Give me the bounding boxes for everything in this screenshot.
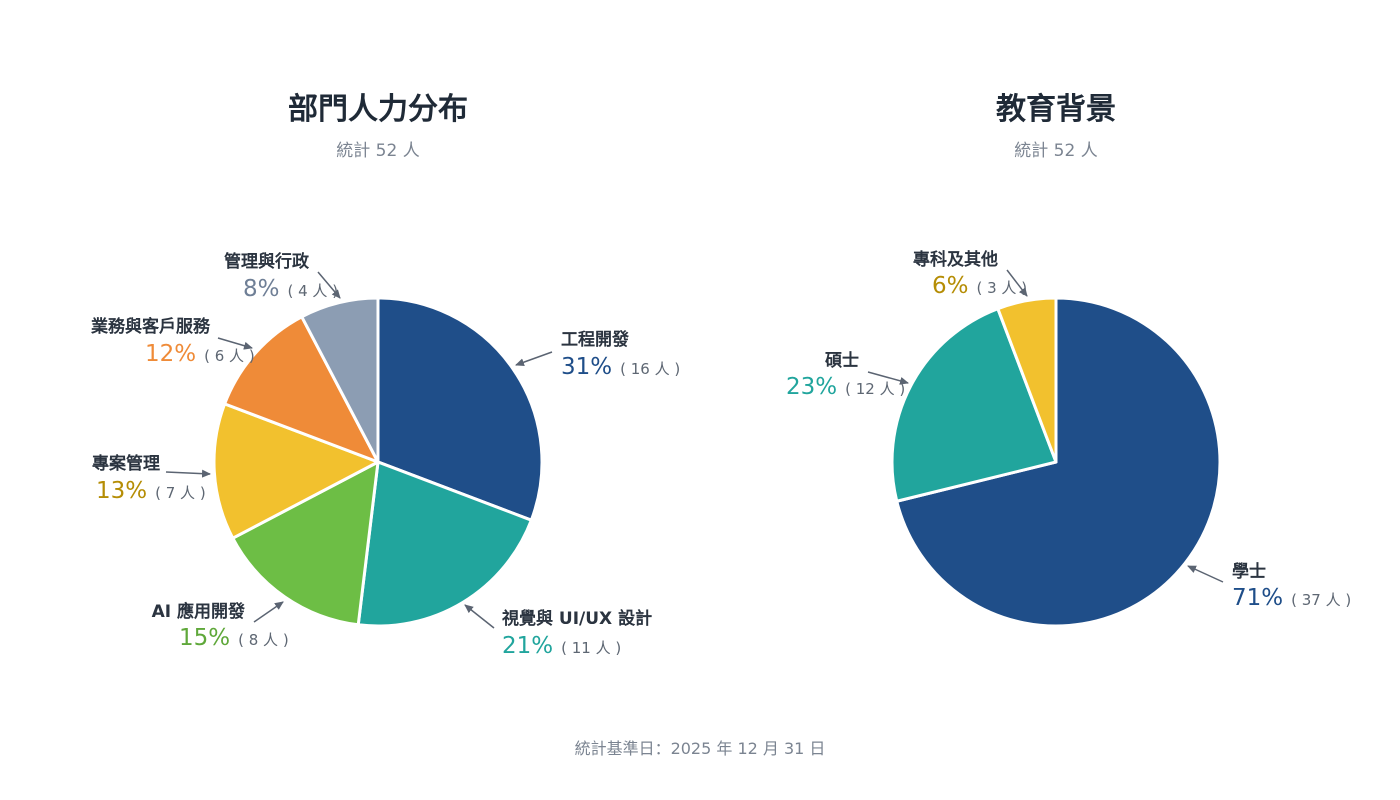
slice-label-0-5: 管理與行政 <box>224 251 310 272</box>
leader-arrow-0-1 <box>464 604 495 629</box>
chart-subtitle-education: 統計 52 人 <box>1014 141 1098 161</box>
slice-label-1-1: 碩士 <box>825 350 859 371</box>
leader-arrow-1-2 <box>1006 269 1028 297</box>
slice-label-0-2: AI 應用開發 <box>152 601 245 622</box>
pie-slice-0-5 <box>300 296 380 464</box>
pie-chart-education: 學士 71% ( 37 人 ) 碩士 23% ( 12 人 ) 專科及其他 6% ( 3 人 ) <box>786 249 1351 628</box>
leader-arrow-0-5 <box>317 271 341 299</box>
slice-label-0-0: 工程開發 <box>561 329 629 350</box>
slice-percent-1-0: 71% <box>1232 585 1283 611</box>
pie-slice-1-2 <box>996 296 1058 464</box>
slice-percent-0-5: 8% <box>243 276 280 302</box>
slice-value-0-4: 12% ( 6 人 ) <box>145 341 255 367</box>
slice-value-1-2: 6% ( 3 人 ) <box>932 273 1027 299</box>
slice-label-0-1: 視覺與 UI/UX 設計 <box>501 608 652 629</box>
slice-count-0-4: ( 6 人 ) <box>204 347 255 365</box>
pie-slice-0-3 <box>212 402 380 540</box>
slice-value-0-3: 13% ( 7 人 ) <box>96 478 206 504</box>
slice-count-1-0: ( 37 人 ) <box>1291 591 1351 609</box>
pie-slice-1-0 <box>895 296 1222 628</box>
slice-value-0-0: 31% ( 16 人 ) <box>561 354 680 380</box>
pie-slice-0-1 <box>356 460 533 628</box>
slice-count-1-1: ( 12 人 ) <box>845 380 905 398</box>
leader-arrow-0-2 <box>253 601 284 623</box>
slice-percent-1-1: 23% <box>786 374 837 400</box>
slice-label-1-2: 專科及其他 <box>913 249 998 270</box>
pie-chart-department: 工程開發 31% ( 16 人 ) 視覺與 UI/UX 設計 21% ( 11 人 ) AI… <box>91 251 680 659</box>
slice-value-0-1: 21% ( 11 人 ) <box>502 633 621 659</box>
leader-arrow-1-0 <box>1187 565 1224 583</box>
chart-title-department: 部門人力分布 <box>288 92 468 127</box>
pie-slice-0-4 <box>223 315 380 464</box>
leader-arrow-0-4 <box>217 337 253 350</box>
slice-label-1-0: 學士 <box>1232 561 1266 582</box>
slice-percent-0-1: 21% <box>502 633 553 659</box>
footer-note: 統計基準日：2025 年 12 月 31 日 <box>574 739 826 758</box>
slice-value-0-2: 15% ( 8 人 ) <box>179 625 289 651</box>
slice-value-1-1: 23% ( 12 人 ) <box>786 374 905 400</box>
pie-slice-0-2 <box>231 460 380 627</box>
chart-title-education: 教育背景 <box>996 92 1116 127</box>
slice-value-0-5: 8% ( 4 人 ) <box>243 276 338 302</box>
leader-arrow-0-0 <box>515 351 553 367</box>
slice-percent-0-2: 15% <box>179 625 230 651</box>
pie-slice-0-0 <box>376 296 544 522</box>
slice-label-0-4: 業務與客戶服務 <box>91 316 211 337</box>
slice-percent-0-0: 31% <box>561 354 612 380</box>
chart-subtitle-department: 統計 52 人 <box>336 141 420 161</box>
slice-count-0-5: ( 4 人 ) <box>288 282 339 300</box>
slice-count-0-1: ( 11 人 ) <box>561 639 621 657</box>
slice-percent-0-4: 12% <box>145 341 196 367</box>
slice-count-0-0: ( 16 人 ) <box>620 360 680 378</box>
slice-percent-0-3: 13% <box>96 478 147 504</box>
slice-label-0-3: 專案管理 <box>92 453 160 474</box>
slice-count-0-3: ( 7 人 ) <box>155 484 206 502</box>
slice-value-1-0: 71% ( 37 人 ) <box>1232 585 1351 611</box>
slice-percent-1-2: 6% <box>932 273 969 299</box>
slice-count-1-2: ( 3 人 ) <box>977 279 1028 297</box>
leader-arrow-0-3 <box>165 469 211 478</box>
slice-count-0-2: ( 8 人 ) <box>238 631 289 649</box>
leader-arrow-1-1 <box>867 371 909 385</box>
